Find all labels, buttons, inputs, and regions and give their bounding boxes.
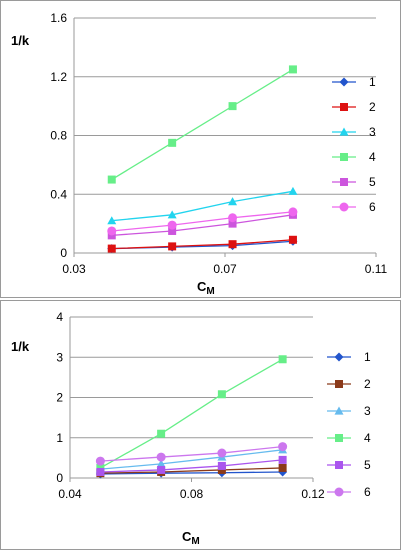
legend-2-marker xyxy=(340,103,348,111)
series-4-point xyxy=(96,463,105,472)
series-5-point xyxy=(96,467,105,476)
series-2-point xyxy=(107,244,116,253)
legend-3-marker xyxy=(334,406,344,415)
x-tick-label: 0.11 xyxy=(365,262,388,276)
legend-6-marker xyxy=(339,202,349,212)
series-3-line xyxy=(100,449,283,470)
legend-5-marker xyxy=(340,178,348,186)
series-4-point xyxy=(228,102,237,111)
series-5-point xyxy=(228,219,237,228)
series-4-point xyxy=(217,390,226,399)
series-5-point xyxy=(157,465,166,474)
series-2-line xyxy=(111,239,293,250)
series-6-point xyxy=(156,452,166,462)
legend-5-label: 5 xyxy=(369,175,376,189)
y-tick-label: 1 xyxy=(56,431,63,445)
legend-2-marker xyxy=(335,380,343,388)
legend-3-marker xyxy=(339,127,349,136)
series-2-point xyxy=(217,465,226,474)
series-4-point xyxy=(278,355,287,364)
legend-1-label: 1 xyxy=(369,75,376,89)
series-4-point xyxy=(288,65,297,74)
legend-2-label: 2 xyxy=(369,100,376,114)
series-2-point xyxy=(288,235,297,244)
x-tick-label: 0.04 xyxy=(58,487,82,501)
chart-panel-bottom: 1/k CM 0 1 2 3 4 0.04 0.08 0.12 1 2 3 4 5 6 xyxy=(0,300,401,550)
series-3-point xyxy=(156,459,166,468)
y-tick-label: 0 xyxy=(60,246,67,260)
x-tick-label: 0.08 xyxy=(180,487,204,501)
legend-3-label: 3 xyxy=(364,404,371,418)
series-3-point xyxy=(107,216,117,225)
legend-5-marker xyxy=(335,461,343,469)
series-3-point xyxy=(228,197,238,206)
legend-4-label: 4 xyxy=(369,150,376,164)
series-5-line xyxy=(100,459,283,473)
series-3-point xyxy=(167,210,177,219)
legend-4-label: 4 xyxy=(364,431,371,445)
series-2-point xyxy=(168,242,177,251)
series-6-point xyxy=(167,220,177,230)
series-4-point xyxy=(168,138,177,147)
legend-6-marker xyxy=(334,487,344,497)
series-3-point xyxy=(288,186,298,195)
series-6-line xyxy=(111,211,294,232)
series-6-point xyxy=(228,213,238,223)
series-4-point xyxy=(157,429,166,438)
legend-3-label: 3 xyxy=(369,125,376,139)
x-tick-label: 0.07 xyxy=(213,262,237,276)
y-tick-label: 4 xyxy=(56,310,63,324)
series-4-line xyxy=(100,358,283,469)
y-tick-label: 0 xyxy=(56,471,63,485)
y-axis-label: 1/k xyxy=(11,339,30,354)
x-tick-label: 0.03 xyxy=(62,262,86,276)
series-3-line xyxy=(111,190,294,222)
legend-1-marker xyxy=(334,352,344,362)
y-tick-label: 3 xyxy=(56,350,63,364)
series-5-line xyxy=(111,214,294,237)
chart-top-svg: 1/k CM 0 0.4 0.8 1.2 1.6 0.03 0.07 0.11 1 2 3 4 5 6 xyxy=(11,11,388,297)
chart-bottom-svg: 1/k CM 0 1 2 3 4 0.04 0.08 0.12 1 2 3 4 5 6 xyxy=(11,310,371,547)
series-6-point xyxy=(217,448,227,458)
series-5-point xyxy=(168,226,177,235)
x-axis-label: CM xyxy=(182,529,200,547)
y-tick-label: 2 xyxy=(56,391,63,405)
series-6-point xyxy=(95,456,105,466)
y-axis-label: 1/k xyxy=(11,33,30,48)
legend-1-marker xyxy=(339,77,349,87)
series-6-point xyxy=(107,226,117,236)
series-5-point xyxy=(217,461,226,470)
x-tick-label: 0.12 xyxy=(301,487,325,501)
y-tick-label: 0.4 xyxy=(50,187,67,201)
chart-panel-top: 1/k CM 0 0.4 0.8 1.2 1.6 0.03 0.07 0.11 1 2 3 4 5 6 xyxy=(0,0,401,298)
series-6-line xyxy=(100,445,283,462)
legend-4-marker xyxy=(335,434,343,442)
legend-6-label: 6 xyxy=(364,485,371,499)
series-4-line xyxy=(111,68,294,181)
legend-6-label: 6 xyxy=(369,200,376,214)
y-tick-label: 1.2 xyxy=(50,70,67,84)
series-1-line xyxy=(100,471,283,475)
legend-4-marker xyxy=(340,153,348,161)
y-tick-label: 0.8 xyxy=(50,129,67,143)
series-2-point xyxy=(278,463,287,472)
series-6-point xyxy=(278,442,288,452)
series-2-line xyxy=(100,467,283,474)
x-axis-label: CM xyxy=(197,279,215,297)
series-4-point xyxy=(107,175,116,184)
legend-5-label: 5 xyxy=(364,458,371,472)
legend-2-label: 2 xyxy=(364,377,371,391)
legend-1-label: 1 xyxy=(364,350,371,364)
series-5-point xyxy=(278,455,287,464)
series-2-point xyxy=(228,240,237,249)
series-6-point xyxy=(288,207,298,217)
y-tick-label: 1.6 xyxy=(50,11,67,25)
